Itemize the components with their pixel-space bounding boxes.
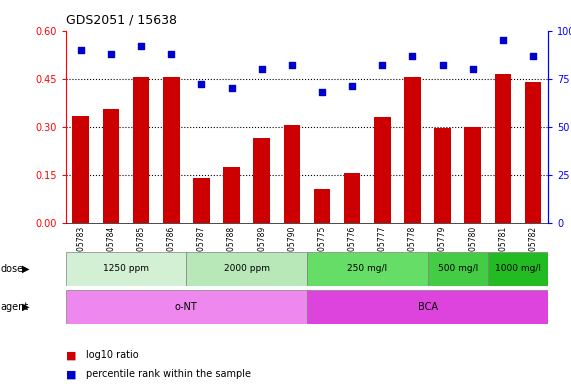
Bar bbox=[133, 77, 150, 223]
Text: BCA: BCA bbox=[417, 302, 437, 312]
Point bbox=[408, 53, 417, 59]
Text: GDS2051 / 15638: GDS2051 / 15638 bbox=[66, 13, 176, 26]
Bar bbox=[464, 127, 481, 223]
Bar bbox=[186, 252, 307, 286]
Bar bbox=[284, 125, 300, 223]
Bar bbox=[193, 178, 210, 223]
Point bbox=[468, 66, 477, 72]
Point bbox=[348, 83, 357, 89]
Point bbox=[438, 62, 447, 68]
Bar bbox=[73, 116, 89, 223]
Point bbox=[76, 47, 85, 53]
Text: dose: dose bbox=[1, 264, 23, 274]
Text: o-NT: o-NT bbox=[175, 302, 198, 312]
Text: agent: agent bbox=[1, 302, 29, 312]
Point bbox=[317, 89, 327, 95]
Bar bbox=[344, 173, 360, 223]
Point bbox=[106, 51, 115, 57]
Bar bbox=[254, 138, 270, 223]
Point bbox=[257, 66, 266, 72]
Bar bbox=[66, 252, 186, 286]
Bar bbox=[223, 167, 240, 223]
Point bbox=[287, 62, 296, 68]
Text: 1000 mg/l: 1000 mg/l bbox=[495, 264, 541, 273]
Text: percentile rank within the sample: percentile rank within the sample bbox=[86, 369, 251, 379]
Point bbox=[498, 37, 508, 43]
Text: 250 mg/l: 250 mg/l bbox=[347, 264, 387, 273]
Point bbox=[197, 81, 206, 88]
Bar bbox=[103, 109, 119, 223]
Bar bbox=[66, 290, 307, 324]
Text: 500 mg/l: 500 mg/l bbox=[437, 264, 478, 273]
Bar bbox=[494, 74, 511, 223]
Bar bbox=[163, 77, 179, 223]
Text: ▶: ▶ bbox=[22, 264, 29, 274]
Text: ■: ■ bbox=[66, 350, 76, 360]
Point bbox=[167, 51, 176, 57]
Text: 1250 ppm: 1250 ppm bbox=[103, 264, 149, 273]
Text: log10 ratio: log10 ratio bbox=[86, 350, 138, 360]
Bar bbox=[488, 252, 548, 286]
Bar bbox=[404, 77, 421, 223]
Bar bbox=[313, 189, 330, 223]
Text: 2000 ppm: 2000 ppm bbox=[224, 264, 270, 273]
Bar bbox=[307, 252, 428, 286]
Point bbox=[227, 85, 236, 91]
Bar bbox=[428, 252, 488, 286]
Bar bbox=[435, 128, 451, 223]
Bar bbox=[374, 117, 391, 223]
Point bbox=[529, 53, 538, 59]
Bar bbox=[307, 290, 548, 324]
Point bbox=[378, 62, 387, 68]
Point bbox=[136, 43, 146, 49]
Text: ▶: ▶ bbox=[22, 302, 29, 312]
Bar bbox=[525, 82, 541, 223]
Text: ■: ■ bbox=[66, 369, 76, 379]
